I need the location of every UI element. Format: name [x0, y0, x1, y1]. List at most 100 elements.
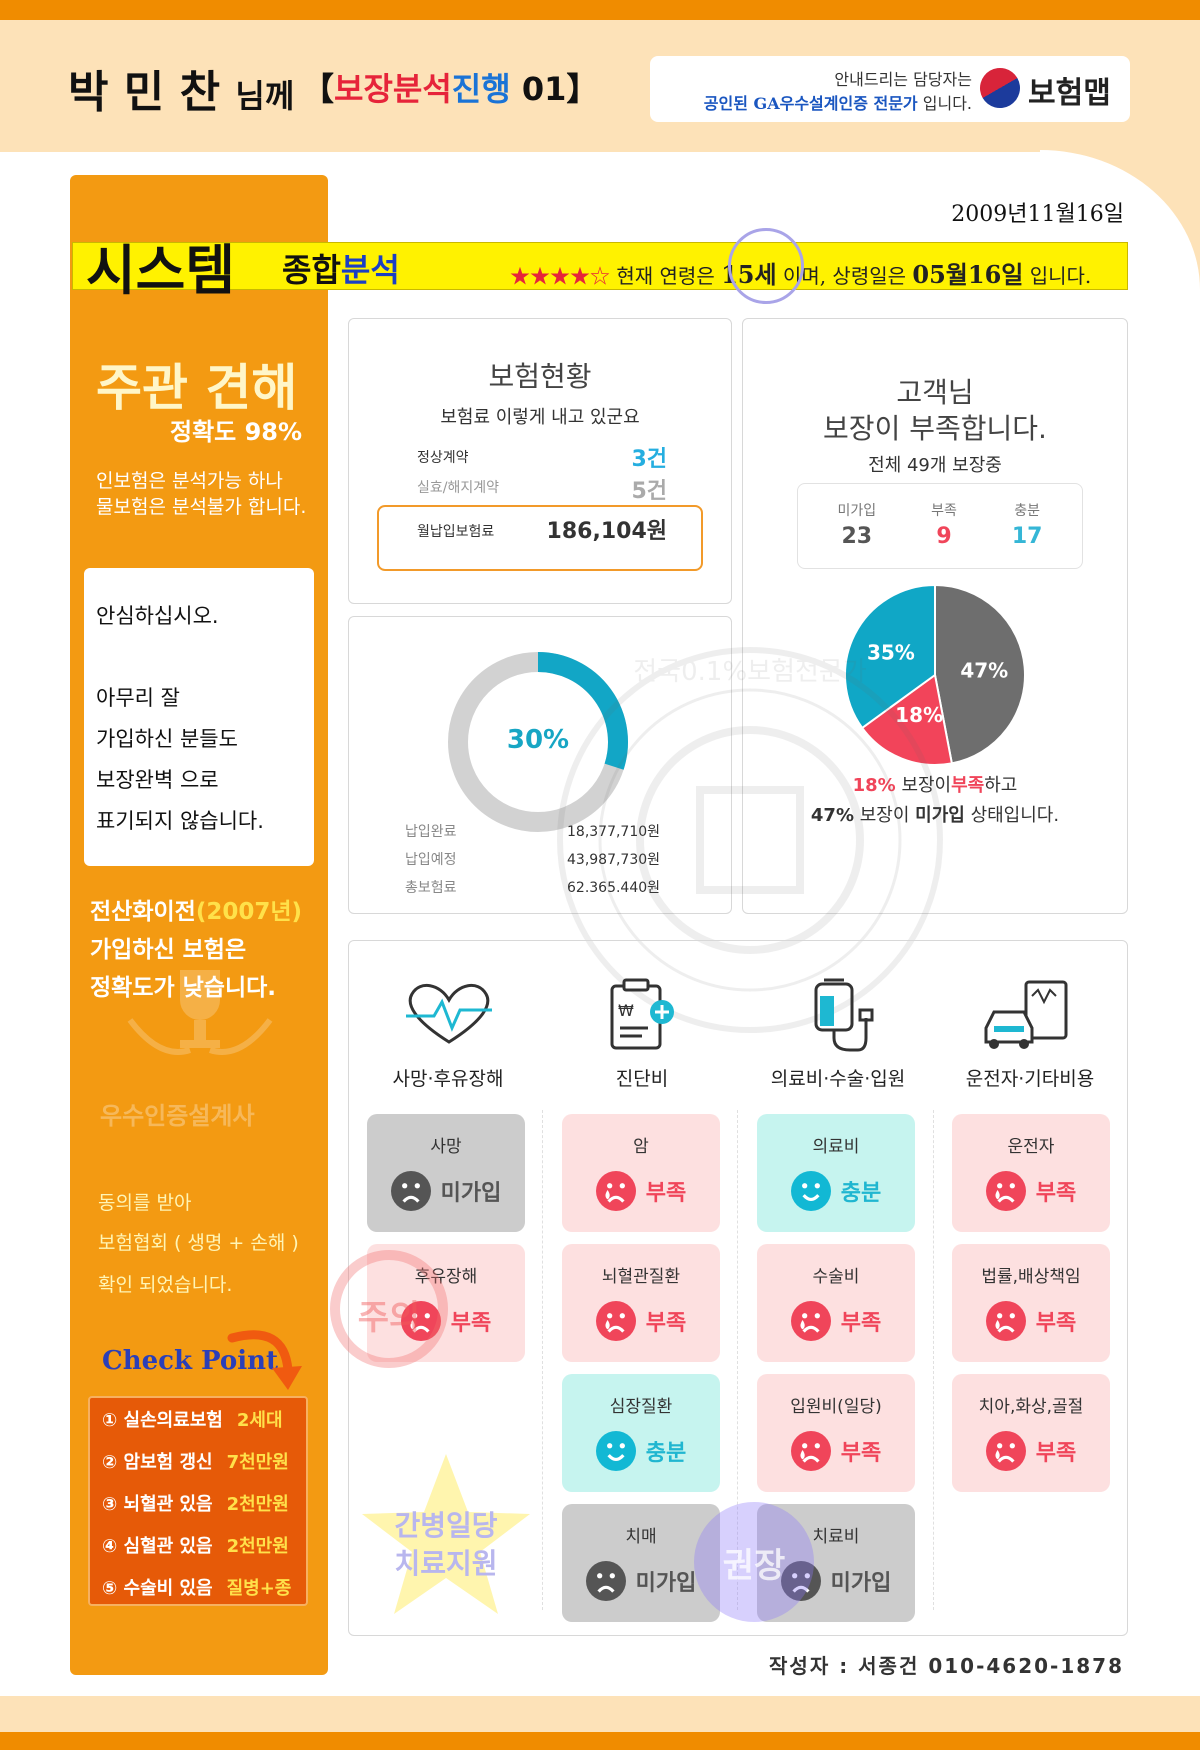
- summary-none-word: 미가입: [915, 805, 965, 826]
- coverage-tile-title: 치아,화상,골절: [978, 1397, 1084, 1417]
- checkpoint-value: 질병+종: [226, 1578, 292, 1599]
- reassurance-line: 보장완벽 으로: [96, 768, 219, 792]
- reassurance-box: 안심하십시오. 아무리 잘 가입하신 분들도 보장완벽 으로 표기되지 않습니다.: [84, 568, 314, 866]
- coverage-tile-title: 사망: [430, 1137, 462, 1157]
- column-divider-2: [737, 1110, 738, 1610]
- pie-slice: [934, 583, 1026, 765]
- star-text-2: 치료지원: [394, 1547, 498, 1580]
- age-highlight-circle: [728, 228, 804, 304]
- crying-face-icon: [790, 1431, 831, 1471]
- bracket-close: 】: [566, 70, 599, 108]
- sub-comprehensive: 종합: [282, 251, 341, 289]
- coverage-tile-status-row: 미가입: [367, 1171, 525, 1211]
- coverage-tile: 치매 미가입: [562, 1504, 720, 1622]
- checkpoint-label-text: ⑤ 수술비 있음: [102, 1578, 213, 1599]
- paid-label: 납입완료: [405, 824, 457, 840]
- bracket-open: 【: [302, 70, 335, 108]
- analysis-note-1: 인보험은 분석가능 하나: [96, 470, 283, 492]
- checkpoint-value: 2천만원: [226, 1494, 289, 1515]
- coverage-tile-status: 부족: [450, 1311, 492, 1336]
- warning-line-3: 정확도가 낮습니다.: [90, 975, 277, 1001]
- coverage-stat: 부족 9: [931, 484, 957, 549]
- coverage-tile: 운전자 부족: [952, 1114, 1110, 1232]
- coverage-stat-label: 미가입: [837, 503, 877, 519]
- category-label-diagnosis: 진단비: [615, 1068, 669, 1090]
- category-label-medical: 의료비·수술·입원: [770, 1068, 906, 1090]
- title-red: 보장분석: [334, 70, 452, 108]
- crying-face-icon: [985, 1431, 1026, 1471]
- smile-face-icon: [595, 1431, 636, 1471]
- coverage-tile-status: 충분: [840, 1181, 882, 1206]
- coverage-tile: 치료비 미가입: [757, 1504, 915, 1622]
- coverage-tile-status: 부족: [645, 1181, 687, 1206]
- taegeuk-logo-icon: [972, 60, 1028, 116]
- insurance-subtitle: 보험료 이렇게 내고 있군요: [440, 407, 640, 428]
- contract-lapsed-label: 실효/해지계약: [417, 480, 499, 496]
- insurance-title: 보험현황: [488, 360, 592, 393]
- sad-face-icon: [585, 1561, 626, 1601]
- contract-normal-label: 정상계약: [417, 450, 469, 466]
- car-document-icon: [984, 980, 1068, 1049]
- coverage-stat-value: 17: [1011, 524, 1043, 549]
- coverage-tile-status-row: 부족: [757, 1301, 915, 1341]
- donut-percent-label: 30%: [506, 725, 570, 755]
- summary-lack-word: 부족: [951, 775, 985, 796]
- sub-analysis: 분석: [340, 251, 400, 289]
- summary-none-a: 보장이: [859, 805, 910, 826]
- checkpoint-label: Check Point: [102, 1346, 279, 1376]
- coverage-tile: 입원비(일당) 부족: [757, 1374, 915, 1492]
- svg-text:₩: ₩: [618, 1001, 634, 1020]
- advisor-notice: 안내드리는 담당자는 공인된 GA우수설계인증 전문가 입니다. 보험맵: [650, 56, 1130, 122]
- checkpoint-value: 7천만원: [226, 1452, 289, 1473]
- reassurance-line: 가입하신 분들도: [96, 727, 238, 751]
- heartbeat-icon: [406, 984, 492, 1044]
- summary-lack-c: 하고: [984, 775, 1018, 796]
- age-change-date: 05월16일: [912, 260, 1024, 289]
- coverage-tile-title: 뇌혈관질환: [601, 1267, 681, 1287]
- pie-slice: [860, 673, 954, 766]
- accuracy-text: 정확도 98%: [170, 418, 303, 446]
- category-label-driver: 운전자·기타비용: [965, 1068, 1095, 1090]
- trophy-award-icon: [127, 970, 273, 1055]
- brand-name: 보험맵: [1028, 76, 1111, 111]
- checkpoint-item: ⑤ 수술비 있음 질병+종: [90, 1568, 306, 1610]
- checkpoint-label-text: ③ 뇌혈관 있음: [102, 1494, 213, 1515]
- coverage-tile: 뇌혈관질환 부족: [562, 1244, 720, 1362]
- reassurance-line: 안심하십시오.: [96, 604, 219, 628]
- category-label-death: 사망·후유장해: [392, 1068, 504, 1090]
- checkpoint-list: ① 실손의료보험 2세대 ② 암보험 갱신 7천만원 ③ 뇌혈관 있음 2천만원 ④ 심혈관…: [90, 1400, 306, 1610]
- award-watermark-text: 우수인증설계사: [100, 1102, 255, 1130]
- pie-slice-label: 35%: [867, 641, 915, 665]
- bottom-bar: [0, 1732, 1200, 1750]
- monthly-premium-label: 월납입보험료: [417, 524, 495, 540]
- pie-slice-label: 18%: [895, 703, 943, 727]
- notice-line-1: 안내드리는 담당자는: [834, 70, 972, 89]
- author-line: 작성자 : 서종건 010-4620-1878: [769, 1654, 1124, 1678]
- iv-drip-icon: [814, 978, 874, 1052]
- consent-line-3: 확인 되었습니다.: [98, 1274, 233, 1296]
- coverage-summary-2: 47% 보장이 미가입 상태입니다.: [743, 801, 1127, 827]
- coverage-tile-title: 의료비: [812, 1137, 860, 1157]
- paid-value: 18,377,710원: [567, 824, 661, 840]
- coverage-summary-1: 18% 보장이부족하고: [743, 771, 1127, 797]
- system-title: 시스템: [86, 239, 236, 302]
- coverage-tile-status: 미가입: [830, 1571, 892, 1596]
- coverage-tile-title: 심장질환: [609, 1397, 673, 1417]
- total-label: 총보험료: [405, 880, 457, 896]
- checkpoint-label-text: ① 실손의료보험: [102, 1410, 223, 1431]
- checkpoint-label-text: ② 암보험 갱신: [102, 1452, 213, 1473]
- reassurance-line: 아무리 잘: [96, 686, 180, 710]
- coverage-tile-title: 운전자: [1007, 1137, 1055, 1157]
- report-title: 【보장분석진행 01】: [302, 64, 598, 110]
- coverage-stats: 미가입 23 부족 9 충분 17: [798, 484, 1082, 549]
- coverage-stat-label: 부족: [931, 503, 957, 519]
- coverage-tile-status: 충분: [645, 1441, 687, 1466]
- coverage-tile-title: 암: [633, 1137, 649, 1157]
- rating-stars: ★★★★☆: [510, 264, 610, 288]
- coverage-tile-status-row: 부족: [952, 1301, 1110, 1341]
- coverage-tile-status-row: 충분: [562, 1431, 720, 1471]
- pie-slice: [844, 583, 936, 730]
- coverage-pie-chart: 47% 18% 35%: [844, 583, 1026, 766]
